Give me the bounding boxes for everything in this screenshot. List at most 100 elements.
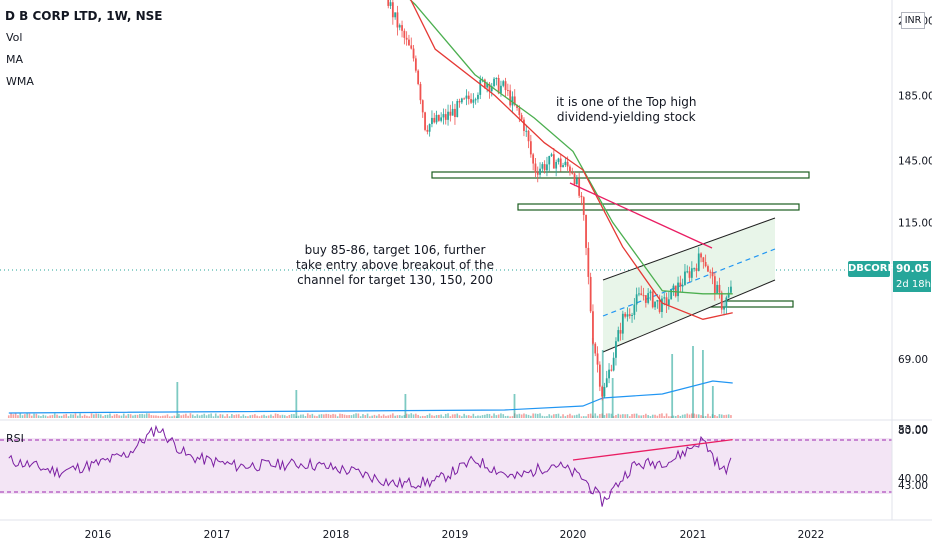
volume-bar [587,413,590,418]
last-price-label: 90.05 [893,261,931,277]
price-trendline[interactable] [569,182,713,249]
candle-body [644,295,647,303]
candle-body [557,158,560,162]
volume-bar [231,414,233,418]
indicator-label-rsi[interactable]: RSI [6,432,24,445]
volume-bar [456,413,459,418]
volume-bar [79,413,81,418]
volume-bar [136,414,139,418]
candle-body [391,2,394,18]
volume-bar [488,414,491,418]
annotation-dividend[interactable]: it is one of the Top high dividend-yield… [556,95,697,125]
ma-line[interactable] [9,0,733,295]
volume-bar [405,413,408,418]
volume-bar [334,414,337,418]
price-tick-label: 69.00 [898,354,928,366]
indicator-label-ma[interactable]: MA [6,53,24,66]
volume-bar [12,414,15,418]
volume-bar [371,415,373,418]
candle-body [483,79,486,88]
volume-bar [37,415,40,418]
time-axis[interactable]: 2016 2017 2018 2019 2020 2021 2022 [85,529,825,541]
volume-bar [272,415,275,418]
volume-bar [692,346,694,418]
annotation-dividend-line-2: dividend-yielding stock [556,110,696,124]
volume-bar [83,414,86,418]
price-tick-label: 53.00 [898,424,928,436]
volume-bar [270,414,272,418]
volume-bar [392,413,394,418]
volume-bar [281,414,284,418]
candle-body [433,117,436,123]
rsi-divergence-line[interactable] [572,438,733,461]
resistance-zone-185[interactable] [431,171,810,179]
volume-bar [647,415,649,418]
candle-body [486,83,489,88]
volume-bar [355,413,357,418]
time-tick-label: 2022 [798,529,825,541]
candle-body [670,289,673,300]
volume-bar [449,416,452,418]
candle-body [585,214,587,248]
channel-lower-line[interactable] [602,279,776,353]
indicator-label-wma[interactable]: WMA [6,75,34,88]
volume-bar [467,415,470,418]
volume-ma-line[interactable] [8,380,733,414]
volume-bar [173,415,176,418]
volume-bar [691,413,693,418]
volume-bar [408,414,410,418]
candle-body [709,271,712,273]
volume-bar [125,415,127,418]
volume-bar [534,413,537,418]
resistance-zone-140[interactable] [517,203,800,211]
candle-body [419,84,422,101]
volume-bar [318,414,321,418]
candle-body [523,119,525,131]
volume-bar [451,414,454,418]
candle-body [716,284,719,294]
volume-bar [484,414,486,418]
volume-bar [148,413,150,418]
volume-bar [214,413,217,418]
candle-body [718,284,721,293]
volume-bar [539,413,541,418]
volume-bar [224,416,226,418]
volume-bar [663,416,666,418]
volume-bar [139,414,141,418]
volume-bar [642,415,645,418]
volume-bar [145,413,148,418]
candle-body [702,257,705,263]
volume-bar [709,416,712,418]
annotation-trade-plan[interactable]: buy 85-86, target 106, further take entr… [296,243,494,288]
volume-bar [401,415,403,418]
candle-body [651,291,654,308]
volume-bar [164,415,166,418]
volume-bar [697,414,700,418]
channel-mid-line[interactable] [602,248,776,317]
currency-label[interactable]: INR [901,12,925,29]
volume-bar [569,413,571,418]
volume-bar [541,415,544,418]
candle-body [474,99,477,101]
candle-body [725,297,728,308]
channel-upper-line[interactable] [602,217,776,281]
candle-body [704,262,707,267]
indicator-label-vol[interactable]: Vol [6,31,23,44]
candle-body [559,158,562,168]
rsi-line[interactable] [8,424,732,507]
volume-bar [465,415,468,418]
candle-body [672,285,675,290]
candle-body [693,268,696,270]
volume-bar [369,416,371,418]
price-tick-label: 115.00 [898,217,932,229]
wma-line[interactable] [9,0,733,320]
candle-body [697,253,700,271]
volume-bar [419,416,422,418]
candle-body [497,77,500,94]
price-axis[interactable]: 440.00320.00245.00185.00145.00115.0069.0… [898,0,932,492]
volume-bar [605,413,608,418]
volume-bar [617,413,620,418]
volume-bar [562,414,564,418]
volume-bar [254,414,256,418]
